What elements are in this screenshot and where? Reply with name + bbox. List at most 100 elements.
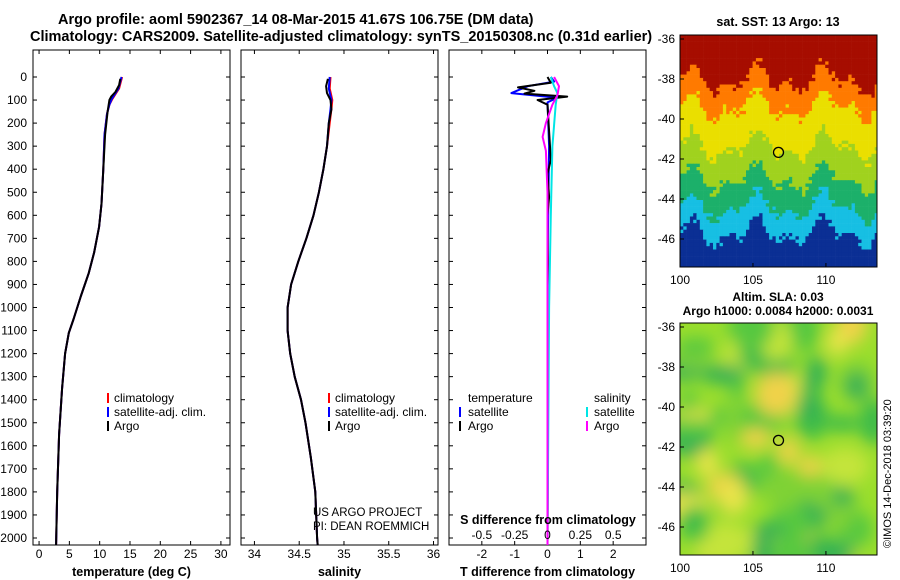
x-tick-label: -2 <box>476 547 487 561</box>
sla-field <box>680 323 877 555</box>
map-y-tick-label: -42 <box>658 440 676 454</box>
map-y-tick-label: -38 <box>658 72 676 86</box>
map-y-tick-label: -44 <box>658 192 676 206</box>
depth-tick-label: 400 <box>7 162 27 176</box>
sst-map-axes: 100 105 110 -36 -38 -40 -42 -44 -46 <box>658 32 878 287</box>
depth-tick-label: 1700 <box>0 462 27 476</box>
depth-tick-label: 200 <box>7 116 27 130</box>
s-axis-label: S difference from climatology <box>460 513 636 527</box>
depth-tick-label: 500 <box>7 185 27 199</box>
sla-map-axes: 100 105 110 -36 -38 -40 -42 -44 -46 <box>658 320 878 575</box>
map-y-tick-label: -42 <box>658 152 676 166</box>
sla-map-subtitle: Argo h1000: 0.0084 h2000: 0.0031 <box>683 304 874 318</box>
map-y-tick-label: -38 <box>658 360 676 374</box>
difference-series <box>510 76 569 545</box>
temperature-series <box>55 76 124 545</box>
sla-map-frame <box>679 322 878 556</box>
depth-tick-label: 600 <box>7 208 27 222</box>
legend-title: temperature <box>468 391 533 405</box>
float-position-marker <box>772 146 785 159</box>
x-tick-label: 30 <box>214 547 228 561</box>
depth-tick-label: 1300 <box>0 370 27 384</box>
s-tick-label: 0.5 <box>605 528 622 542</box>
salinity-series <box>286 76 334 545</box>
legend-label: climatology <box>335 391 395 405</box>
x-tick-label: 0 <box>544 547 551 561</box>
legend-label: Argo <box>114 419 140 433</box>
x-axis-label: salinity <box>318 565 361 579</box>
legend-label: satellite <box>468 405 509 419</box>
sst-map-title: sat. SST: 13 Argo: 13 <box>716 15 839 29</box>
annotation-line: US ARGO PROJECT <box>313 507 422 519</box>
salinity-axes-frame <box>240 49 439 546</box>
series-line-argo <box>55 78 122 545</box>
legend-title: salinity <box>594 391 631 405</box>
map-y-tick-label: -36 <box>658 320 676 334</box>
depth-tick-label: 100 <box>7 93 27 107</box>
legend-label: satellite-adj. clim. <box>335 405 427 419</box>
salinity-annotation: US ARGO PROJECT PI: DEAN ROEMMICH <box>313 507 429 533</box>
depth-tick-label: 300 <box>7 139 27 153</box>
salinity-panel: 34 34.5 35 35.5 36 salinity <box>240 49 441 579</box>
annotation-line: PI: DEAN ROEMMICH <box>313 521 429 533</box>
x-tick-label: 36 <box>427 547 441 561</box>
difference-legends: temperaturesatelliteArgosalinitysatellit… <box>459 391 636 542</box>
sla-map-title: Altim. SLA: 0.03 <box>732 290 824 304</box>
depth-tick-label: 0 <box>20 70 27 84</box>
sst-field <box>680 35 877 267</box>
x-tick-label: 5 <box>66 547 73 561</box>
depth-tick-label: 800 <box>7 254 27 268</box>
series-line-salinity-argo <box>541 76 560 545</box>
map-x-tick-label: 110 <box>816 273 835 287</box>
difference-panel: -2 -1 0 1 2 T difference from climatology <box>448 49 647 579</box>
x-tick-label: 34.5 <box>288 547 312 561</box>
temperature-panel: 0 5 10 15 20 25 30 temperature (deg C) <box>32 49 231 579</box>
s-tick-label: -0.5 <box>471 528 492 542</box>
x-tick-label: 2 <box>610 547 617 561</box>
depth-tick-label: 1800 <box>0 485 27 499</box>
depth-tick-label: 1400 <box>0 393 27 407</box>
x-tick-label: -1 <box>509 547 520 561</box>
s-tick-label: 0.25 <box>569 528 593 542</box>
depth-tick-label: 1000 <box>0 301 27 315</box>
legend-label: climatology <box>114 391 174 405</box>
x-tick-label: 35 <box>337 547 351 561</box>
depth-tick-label: 1200 <box>0 347 27 361</box>
x-tick-label: 10 <box>93 547 107 561</box>
depth-tick-label: 1500 <box>0 416 27 430</box>
map-y-tick-label: -40 <box>658 112 676 126</box>
map-y-tick-label: -46 <box>658 232 676 246</box>
legend-label: Argo <box>468 419 494 433</box>
x-tick-label: 35.5 <box>377 547 401 561</box>
depth-axis-labels: 0 100 200 300 400 500 600 700 800 900 1000 1100 1200… <box>0 70 27 545</box>
map-x-tick-label: 105 <box>743 273 763 287</box>
x-axis-label: T difference from climatology <box>460 565 635 579</box>
map-y-tick-label: -40 <box>658 400 676 414</box>
legend-label: satellite <box>594 405 635 419</box>
sst-map-frame <box>679 34 878 268</box>
map-y-tick-label: -46 <box>658 520 676 534</box>
depth-tick-label: 700 <box>7 231 27 245</box>
x-tick-label: 15 <box>123 547 137 561</box>
x-tick-label: 34 <box>248 547 262 561</box>
temperature-axes-frame <box>32 49 231 546</box>
float-position-marker <box>772 434 785 447</box>
depth-tick-label: 1600 <box>0 439 27 453</box>
imos-timestamp-label: ©IMOS 14-Dec-2018 03:39:20 <box>882 399 894 548</box>
depth-tick-label: 2000 <box>0 531 27 545</box>
figure-title-line2: Climatology: CARS2009. Satellite-adjuste… <box>30 29 653 45</box>
series-line-salinity-satellite <box>546 76 559 545</box>
s-tick-label: 0 <box>544 528 551 542</box>
x-tick-label: 0 <box>36 547 43 561</box>
depth-tick-label: 900 <box>7 277 27 291</box>
map-x-tick-label: 100 <box>670 561 690 575</box>
x-tick-label: 25 <box>184 547 198 561</box>
map-x-tick-label: 110 <box>816 561 835 575</box>
series-line-argo <box>286 78 333 545</box>
s-tick-label: -0.25 <box>501 528 529 542</box>
map-y-tick-label: -44 <box>658 480 676 494</box>
map-x-tick-label: 105 <box>743 561 763 575</box>
x-tick-label: 1 <box>577 547 584 561</box>
